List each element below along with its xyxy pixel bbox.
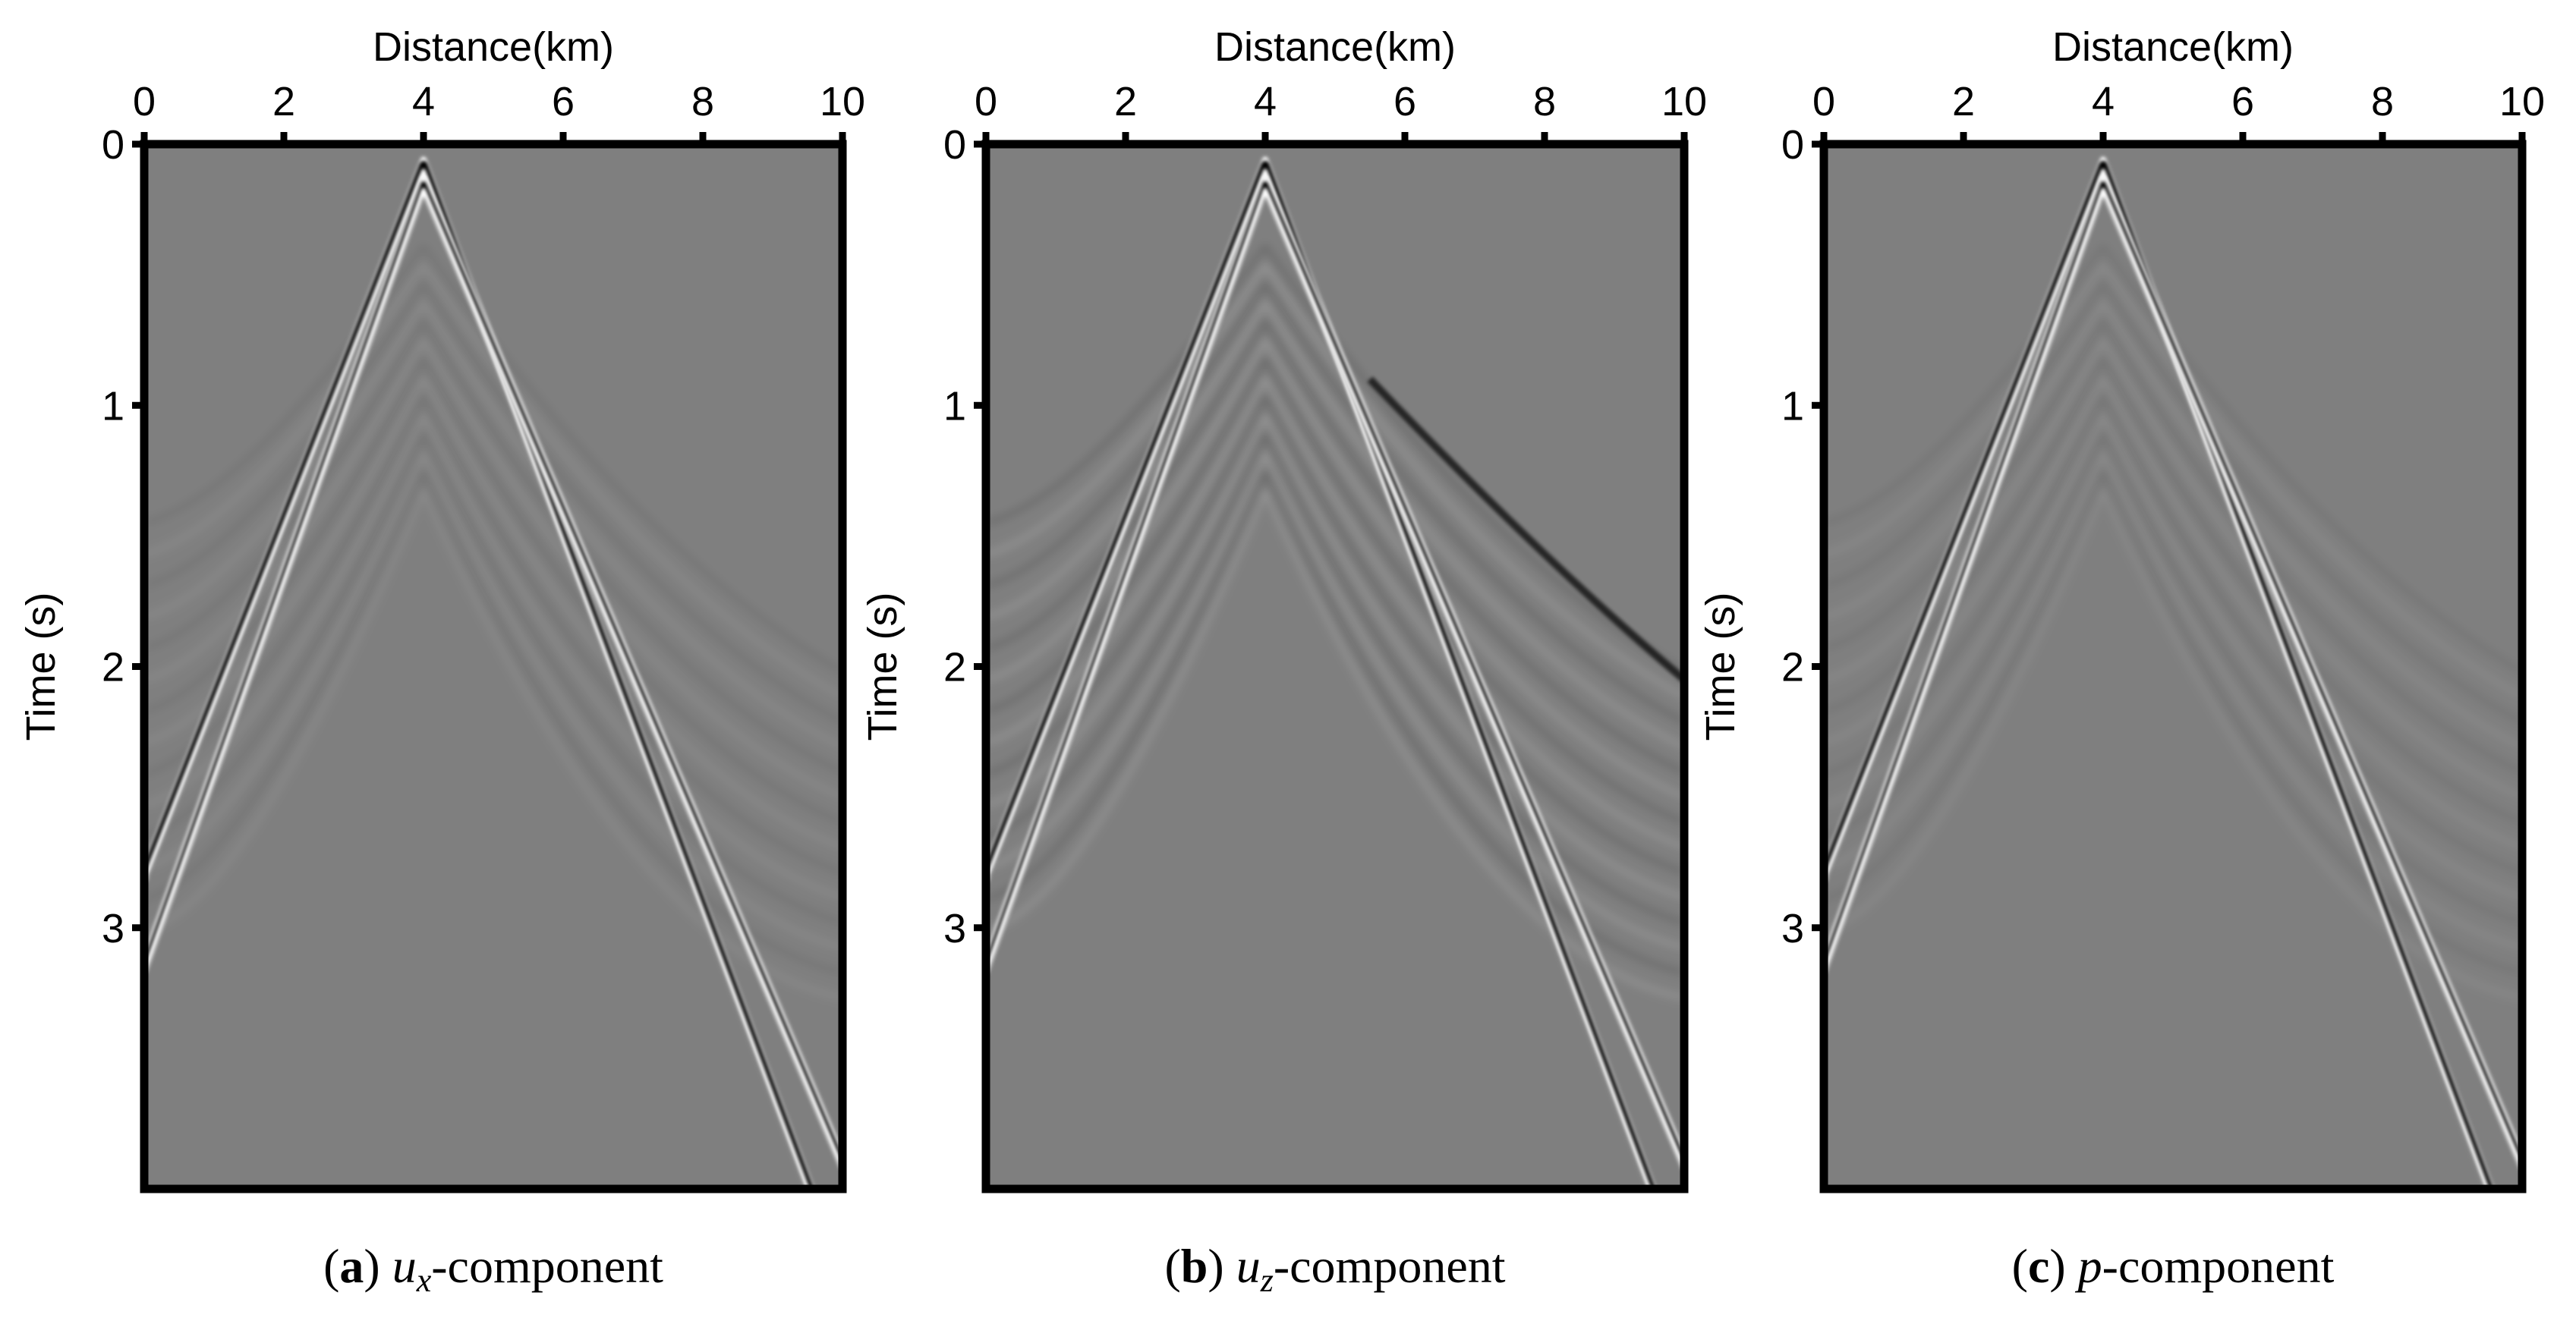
x-tick-label: 0	[133, 79, 156, 124]
y-tick-label: 0	[943, 122, 966, 168]
x-tick-label: 2	[1952, 79, 1975, 124]
caption-part: (	[1164, 1239, 1180, 1293]
wavefront	[144, 168, 810, 1189]
scatter-wave	[986, 433, 1684, 925]
event	[1367, 376, 1684, 683]
wavefront	[986, 187, 1684, 1170]
scatter-wave	[1824, 301, 2522, 749]
y-tick-label: 3	[1781, 906, 1804, 951]
scatter-wave	[144, 301, 842, 749]
scatter-wave	[1824, 433, 2522, 925]
caption-part: z	[1260, 1262, 1274, 1299]
caption-part: (	[323, 1239, 339, 1293]
scatter-wave	[144, 282, 842, 724]
caption-part: u	[392, 1239, 417, 1293]
scatter-wave	[986, 376, 1684, 850]
scatter-wave	[986, 263, 1684, 699]
y-tick-label: 2	[102, 645, 124, 690]
x-tick-label: 6	[552, 79, 575, 124]
y-tick-label: 1	[102, 383, 124, 429]
y-tick-label: 0	[102, 122, 124, 168]
caption-part: -component	[1274, 1239, 1506, 1293]
y-tick-label: 1	[1781, 383, 1804, 429]
scatter-wave	[1824, 263, 2522, 699]
scatter-wave	[1824, 451, 2522, 950]
x-tick-label: 6	[1393, 79, 1416, 124]
scatter-wave	[144, 451, 842, 950]
panel: 0 2 4 6 8 10 0 1 2 3 Distance(km) Time (s) (c) p-com…	[1698, 24, 2545, 1293]
caption: (b) uz-component	[1164, 1239, 1505, 1299]
panel: 0 2 4 6 8 10 0 1 2 3 Distance(km) Time (s) (a) ux-co…	[18, 24, 865, 1299]
scatter-wave	[1824, 376, 2522, 850]
caption: (a) ux-component	[323, 1239, 663, 1299]
y-tick-label: 2	[943, 645, 966, 690]
caption-part: b	[1181, 1239, 1208, 1293]
y-axis-title: Time (s)	[1698, 593, 1743, 741]
x-tick-label: 0	[975, 79, 997, 124]
seismic-background	[986, 144, 1684, 1189]
y-tick-label: 3	[102, 906, 124, 951]
wavefront	[986, 168, 1652, 1189]
scatter-wave	[986, 489, 1684, 1000]
caption-part: p	[2075, 1239, 2102, 1293]
y-tick-label: 0	[1781, 122, 1804, 168]
seismic-image	[1824, 156, 2522, 1189]
y-axis-title: Time (s)	[860, 593, 905, 741]
x-tick-label: 6	[2231, 79, 2254, 124]
seismic-background	[1824, 144, 2522, 1189]
seismic-image	[144, 156, 842, 1189]
x-tick-label: 4	[2092, 79, 2115, 124]
x-tick-label: 10	[2499, 79, 2545, 124]
scatter-wave	[1824, 338, 2522, 799]
x-tick-label: 10	[820, 79, 865, 124]
caption-part: (	[2012, 1239, 2028, 1293]
x-tick-label: 8	[691, 79, 714, 124]
scatter-wave	[1824, 282, 2522, 724]
scatter-wave	[144, 376, 842, 850]
wavefront	[1824, 187, 2522, 1170]
x-tick-label: 4	[1254, 79, 1277, 124]
caption-part: u	[1236, 1239, 1261, 1293]
caption-part: a	[339, 1239, 364, 1293]
x-tick-label: 2	[272, 79, 295, 124]
caption-part: )	[364, 1239, 392, 1293]
y-tick-label: 1	[943, 383, 966, 429]
x-tick-label: 8	[1533, 79, 1556, 124]
x-tick-label: 2	[1114, 79, 1137, 124]
x-axis-title: Distance(km)	[2052, 24, 2294, 70]
scatter-wave	[144, 489, 842, 1000]
x-axis-title: Distance(km)	[1214, 24, 1456, 70]
scatter-wave	[1824, 489, 2522, 1000]
scatter-wave	[144, 338, 842, 799]
x-tick-label: 4	[412, 79, 435, 124]
caption-part: )	[2049, 1239, 2077, 1293]
y-tick-label: 3	[943, 906, 966, 951]
x-tick-label: 8	[2371, 79, 2394, 124]
seismic-background	[144, 144, 842, 1189]
caption-part: x	[416, 1262, 432, 1299]
scatter-wave	[144, 433, 842, 925]
caption-part: c	[2028, 1239, 2049, 1293]
wavefront	[1824, 168, 2489, 1189]
wavefront	[144, 187, 842, 1170]
x-axis-title: Distance(km)	[373, 24, 614, 70]
seismic-image	[986, 156, 1684, 1189]
scatter-wave	[144, 263, 842, 699]
scatter-wave	[986, 282, 1684, 724]
y-tick-label: 2	[1781, 645, 1804, 690]
scatter-wave	[986, 301, 1684, 749]
caption-part: )	[1208, 1239, 1236, 1293]
scatter-wave	[986, 451, 1684, 950]
panel: 0 2 4 6 8 10 0 1 2 3 Distance(km) Time (s) (b) uz-co…	[860, 24, 1707, 1299]
caption-part: -component	[2102, 1239, 2335, 1293]
caption: (c) p-component	[2012, 1239, 2335, 1293]
x-tick-label: 0	[1812, 79, 1835, 124]
caption-part: -component	[431, 1239, 663, 1293]
y-axis-title: Time (s)	[18, 593, 64, 741]
x-tick-label: 10	[1661, 79, 1707, 124]
scatter-wave	[986, 338, 1684, 799]
